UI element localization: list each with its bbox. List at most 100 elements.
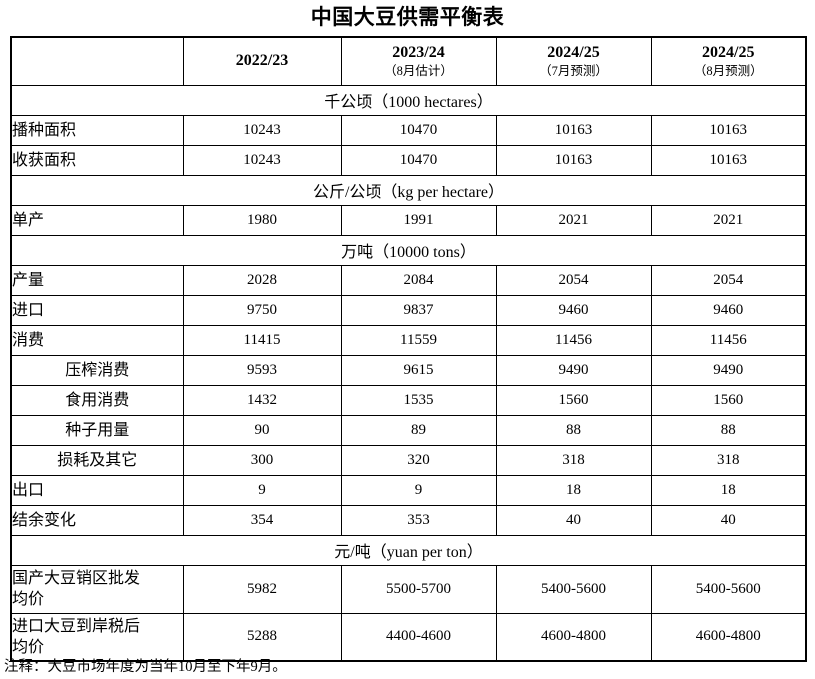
cell-value: 354 (182, 504, 342, 536)
cell-value: 10163 (495, 144, 652, 176)
row-label: 食用消费 (10, 384, 184, 416)
unit-section-row: 千公顷（1000 hectares） (10, 84, 807, 116)
data-row: 产量 2028 2084 2054 2054 (10, 264, 807, 296)
cell-value: 9 (182, 474, 342, 506)
row-label: 压榨消费 (10, 354, 184, 386)
header-cell-2024-25-aug: 2024/25 （8月预测） (650, 36, 807, 86)
column-estimate-note: （8月估计） (384, 64, 453, 79)
table-body: 千公顷（1000 hectares） 播种面积 10243 10470 10163 101… (10, 84, 807, 662)
unit-section-label: 公斤/公顷（kg per hectare） (10, 174, 807, 206)
cell-value: 40 (495, 504, 652, 536)
cell-value: 11559 (340, 324, 497, 356)
cell-value: 11456 (495, 324, 652, 356)
cell-value: 10163 (650, 114, 807, 146)
unit-section-label: 千公顷（1000 hectares） (10, 84, 807, 116)
cell-value: 10163 (650, 144, 807, 176)
column-year-label: 2022/23 (235, 52, 289, 70)
cell-value: 11415 (182, 324, 342, 356)
cell-value: 1535 (340, 384, 497, 416)
cell-value: 10243 (182, 114, 342, 146)
cell-value: 1980 (182, 204, 342, 236)
header-cell-2023-24: 2023/24 （8月估计） (340, 36, 497, 86)
cell-value: 40 (650, 504, 807, 536)
cell-value: 4600-4800 (650, 612, 807, 662)
footnote: 注释：大豆市场年度为当年10月至下年9月。 (4, 659, 287, 675)
data-row: 进口 9750 9837 9460 9460 (10, 294, 807, 326)
cell-value: 88 (650, 414, 807, 446)
cell-value: 10470 (340, 144, 497, 176)
cell-value: 9750 (182, 294, 342, 326)
cell-value: 10470 (340, 114, 497, 146)
cell-value: 9490 (495, 354, 652, 386)
unit-section-label: 元/吨（yuan per ton） (10, 534, 807, 566)
cell-value: 9 (340, 474, 497, 506)
data-row: 损耗及其它 300 320 318 318 (10, 444, 807, 476)
column-forecast-note: （8月预测） (693, 64, 763, 79)
data-row: 进口大豆到岸税后 均价 5288 4400-4600 4600-4800 4600-48… (10, 612, 807, 662)
cell-value: 2021 (495, 204, 652, 236)
data-row: 结余变化 354 353 40 40 (10, 504, 807, 536)
cell-value: 89 (340, 414, 497, 446)
header-row: 2022/23 2023/24 （8月估计） 2024/25 （7月预测） 20… (10, 36, 807, 86)
unit-section-row: 元/吨（yuan per ton） (10, 534, 807, 566)
cell-value: 9490 (650, 354, 807, 386)
cell-value: 353 (340, 504, 497, 536)
unit-section-row: 万吨（10000 tons） (10, 234, 807, 266)
cell-value: 90 (182, 414, 342, 446)
cell-value: 9615 (340, 354, 497, 386)
row-label: 进口大豆到岸税后 均价 (10, 612, 184, 662)
cell-value: 318 (495, 444, 652, 476)
header-cell-2022-23: 2022/23 (182, 36, 342, 86)
row-label: 结余变化 (10, 504, 184, 536)
cell-value: 1560 (495, 384, 652, 416)
column-year-label: 2024/25 (547, 44, 600, 62)
cell-value: 10243 (182, 144, 342, 176)
cell-value: 11456 (650, 324, 807, 356)
cell-value: 88 (495, 414, 652, 446)
cell-value: 10163 (495, 114, 652, 146)
data-row: 压榨消费 9593 9615 9490 9490 (10, 354, 807, 386)
cell-value: 4600-4800 (495, 612, 652, 662)
cell-value: 2028 (182, 264, 342, 296)
cell-value: 1432 (182, 384, 342, 416)
column-year-label: 2023/24 (392, 44, 445, 62)
cell-value: 9460 (650, 294, 807, 326)
row-label: 消费 (10, 324, 184, 356)
cell-value: 18 (495, 474, 652, 506)
cell-value: 9593 (182, 354, 342, 386)
row-label: 国产大豆销区批发 均价 (10, 564, 184, 614)
cell-value: 5982 (182, 564, 342, 614)
row-label: 种子用量 (10, 414, 184, 446)
data-row: 国产大豆销区批发 均价 5982 5500-5700 5400-5600 5400-56… (10, 564, 807, 614)
header-cell-empty (10, 36, 184, 86)
row-label: 损耗及其它 (10, 444, 184, 476)
unit-section-label: 万吨（10000 tons） (10, 234, 807, 266)
cell-value: 9460 (495, 294, 652, 326)
cell-value: 2021 (650, 204, 807, 236)
data-row: 种子用量 90 89 88 88 (10, 414, 807, 446)
cell-value: 5500-5700 (340, 564, 497, 614)
soybean-balance-table: 2022/23 2023/24 （8月估计） 2024/25 （7月预测） 20… (10, 36, 807, 662)
row-label: 单产 (10, 204, 184, 236)
data-row: 消费 11415 11559 11456 11456 (10, 324, 807, 356)
cell-value: 1991 (340, 204, 497, 236)
row-label: 进口 (10, 294, 184, 326)
data-row: 单产 1980 1991 2021 2021 (10, 204, 807, 236)
cell-value: 5400-5600 (495, 564, 652, 614)
cell-value: 300 (182, 444, 342, 476)
data-row: 食用消费 1432 1535 1560 1560 (10, 384, 807, 416)
cell-value: 320 (340, 444, 497, 476)
column-year-label: 2024/25 (702, 44, 755, 62)
page-title: 中国大豆供需平衡表 (310, 6, 505, 29)
cell-value: 2084 (340, 264, 497, 296)
data-row: 播种面积 10243 10470 10163 10163 (10, 114, 807, 146)
cell-value: 2054 (650, 264, 807, 296)
row-label: 出口 (10, 474, 184, 506)
cell-value: 2054 (495, 264, 652, 296)
row-label: 播种面积 (10, 114, 184, 146)
data-row: 出口 9 9 18 18 (10, 474, 807, 506)
cell-value: 5400-5600 (650, 564, 807, 614)
header-cell-2024-25-jul: 2024/25 （7月预测） (495, 36, 652, 86)
data-row: 收获面积 10243 10470 10163 10163 (10, 144, 807, 176)
